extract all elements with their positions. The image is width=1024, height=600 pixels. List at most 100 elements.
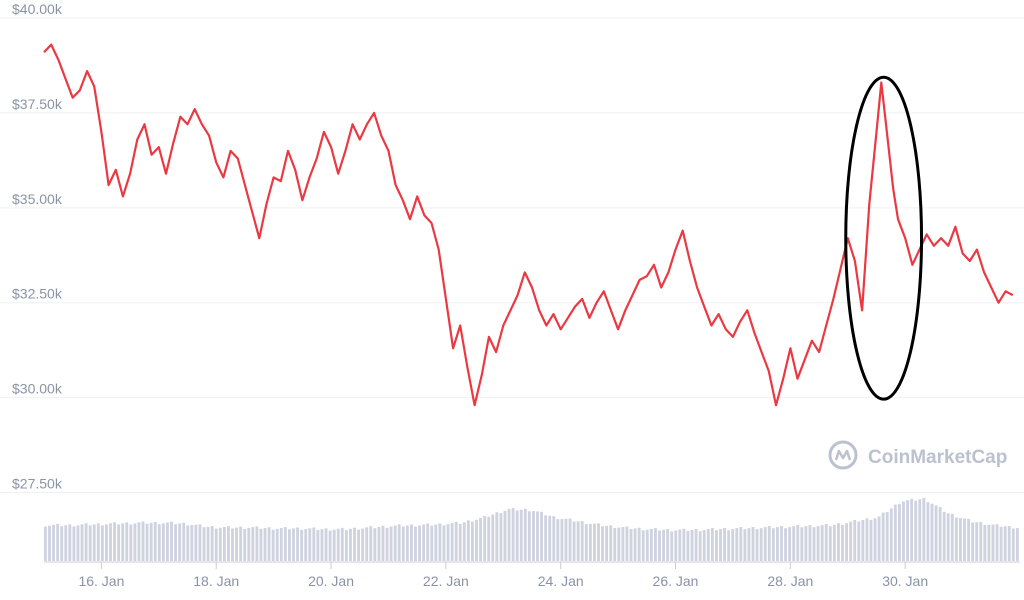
volume-bar: [198, 524, 202, 561]
volume-bar: [426, 523, 430, 561]
grid-layer: [0, 17, 1024, 494]
volume-bar: [674, 530, 678, 561]
volume-bar: [235, 527, 238, 561]
volume-bar: [145, 523, 149, 561]
volume-bar: [405, 525, 409, 561]
volume-bar: [898, 504, 901, 561]
x-tick-layer: 16. Jan 18. Jan 20. Jan 22. Jan 24. Jan 26. J…: [44, 561, 1020, 589]
volume-bar: [48, 525, 51, 561]
volume-bar: [503, 510, 507, 561]
volume-bar: [458, 523, 462, 561]
volume-bar: [206, 526, 210, 561]
volume-bar: [349, 528, 352, 561]
volume-bar: [776, 527, 779, 561]
volume-bar: [410, 524, 413, 561]
volume-bar: [999, 526, 1003, 561]
volume-bar: [275, 528, 279, 561]
volume-bar: [963, 518, 966, 561]
volume-bar: [804, 526, 808, 561]
volume-bar: [922, 498, 926, 561]
volume-bar: [593, 523, 596, 561]
volume-bar: [702, 530, 706, 561]
volume-bar: [784, 528, 787, 561]
volume-bar: [499, 513, 503, 561]
volume-bar: [645, 529, 649, 561]
annotation-layer: [844, 75, 924, 401]
volume-bar: [845, 523, 848, 561]
x-tick-label: 18. Jan: [193, 573, 239, 589]
volume-bar: [918, 499, 922, 561]
volume-bar: [934, 505, 938, 561]
volume-bar: [678, 529, 682, 561]
volume-bar: [694, 529, 698, 561]
volume-bar: [72, 526, 76, 561]
volume-bar: [279, 527, 283, 561]
volume-bar: [56, 523, 60, 561]
volume-bar: [117, 524, 121, 561]
volume-bar: [149, 522, 153, 561]
volume-bar: [247, 528, 251, 561]
volume-bar: [466, 520, 470, 561]
volume-bar: [959, 518, 962, 561]
volume-bar: [832, 524, 836, 561]
volume-bar: [613, 528, 617, 561]
volume-bar: [222, 526, 226, 561]
volume-bar: [743, 529, 747, 561]
volume-bar: [365, 527, 369, 561]
volume-bar: [377, 526, 381, 561]
volume-bar: [564, 518, 568, 561]
y-tick-label: $40.00k: [12, 1, 63, 17]
x-tick-label: 26. Jan: [653, 573, 699, 589]
volume-bar: [157, 524, 161, 561]
volume-bar: [597, 523, 600, 561]
volume-bar: [434, 524, 438, 561]
volume-bar: [105, 524, 108, 561]
volume-bar: [666, 529, 670, 561]
volume-bar: [515, 510, 519, 561]
volume-bar: [353, 527, 356, 561]
volume-bar: [658, 530, 661, 561]
volume-bar: [706, 529, 710, 561]
volume-bar: [914, 500, 918, 561]
volume-bar: [381, 525, 385, 561]
volume-bar: [796, 525, 800, 561]
volume-bar: [877, 516, 881, 561]
volume-bar: [527, 511, 531, 561]
volume-bar: [869, 519, 873, 561]
volume-bar: [926, 502, 930, 561]
volume-bar: [344, 530, 348, 561]
volume-bar: [194, 524, 198, 561]
volume-bar: [739, 527, 743, 561]
volume-bar: [580, 521, 584, 561]
y-tick-label: $30.00k: [12, 381, 63, 397]
volume-bar: [881, 512, 885, 561]
volume-bar: [170, 521, 173, 561]
volume-bar: [954, 517, 958, 561]
volume-bar: [190, 525, 194, 561]
volume-bar: [759, 528, 763, 561]
volume-bar: [44, 526, 47, 561]
volume-bar: [88, 525, 92, 561]
volume-layer: [44, 498, 1019, 561]
y-tick-label: $35.00k: [12, 191, 63, 207]
volume-bar: [52, 524, 55, 561]
y-tick-label: $32.50k: [12, 286, 63, 302]
volume-bar: [283, 527, 287, 561]
volume-bar: [849, 521, 853, 561]
volume-bar: [670, 531, 674, 561]
volume-bar: [902, 501, 905, 561]
volume-bar: [808, 525, 812, 561]
volume-bar: [853, 519, 857, 561]
volume-bar: [710, 528, 714, 561]
volume-bar: [174, 524, 177, 561]
volume-bar: [617, 527, 621, 561]
volume-bar: [479, 517, 482, 561]
volume-bar: [857, 521, 861, 561]
volume-bar: [763, 527, 767, 561]
volume-bar: [357, 529, 360, 561]
volume-bar: [946, 513, 950, 561]
volume-bar: [552, 516, 556, 561]
volume-bar: [910, 498, 914, 561]
volume-bar: [422, 524, 426, 561]
